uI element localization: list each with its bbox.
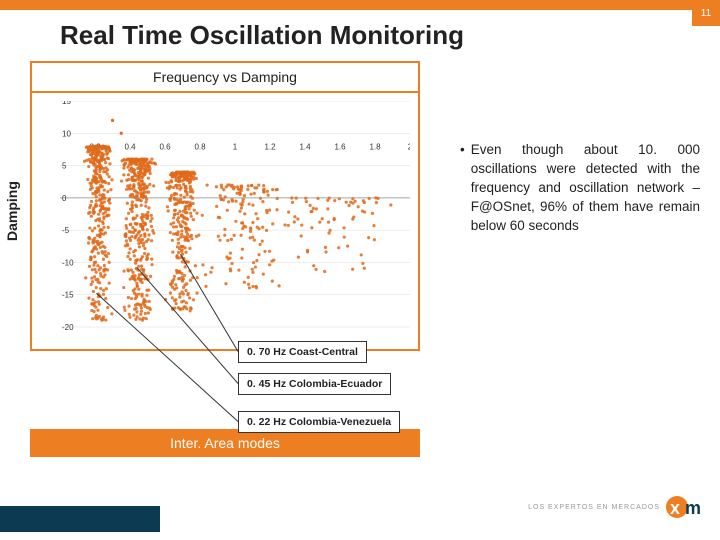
svg-text:0.4: 0.4: [124, 142, 136, 151]
svg-text:0.8: 0.8: [194, 142, 206, 151]
chart-zone: Damping Frequency vs Damping 0.20.40.60.…: [10, 61, 440, 457]
svg-text:0.6: 0.6: [159, 142, 171, 151]
svg-text:10: 10: [62, 129, 71, 138]
svg-text:1.8: 1.8: [369, 142, 381, 151]
svg-text:-10: -10: [62, 258, 74, 267]
svg-text:0: 0: [62, 194, 67, 203]
text-zone: • Even though about 10. 000 oscillations…: [460, 141, 700, 457]
svg-text:-20: -20: [62, 323, 74, 332]
top-orange-bar: [0, 0, 720, 10]
annotation-colombia-ecuador: 0. 45 Hz Colombia-Ecuador: [238, 373, 391, 395]
bottom-navy-bar: [0, 506, 160, 532]
svg-text:1.2: 1.2: [264, 142, 276, 151]
annotation-colombia-venezuela: 0. 22 Hz Colombia-Venezuela: [238, 411, 400, 433]
logo-text: LOS EXPERTOS EN MERCADOS: [528, 504, 660, 511]
svg-text:1.4: 1.4: [299, 142, 311, 151]
svg-text:5: 5: [62, 162, 67, 171]
svg-text:2: 2: [408, 142, 410, 151]
scatter-plot: 0.20.40.60.811.21.41.61.82-20-15-10-5051…: [60, 101, 410, 341]
svg-text:-5: -5: [62, 226, 70, 235]
bullet-item: • Even though about 10. 000 oscillations…: [460, 141, 700, 235]
chart-caption: Inter. Area modes: [30, 429, 420, 457]
bullet-text: Even though about 10. 000 oscillations w…: [471, 141, 700, 235]
content-row: Damping Frequency vs Damping 0.20.40.60.…: [0, 61, 720, 457]
scatter-svg: 0.20.40.60.811.21.41.61.82-20-15-10-5051…: [60, 101, 410, 341]
logo: LOS EXPERTOS EN MERCADOS m x: [528, 492, 702, 522]
svg-text:1: 1: [233, 142, 238, 151]
y-axis-label: Damping: [4, 181, 20, 241]
page-number-badge: 11: [692, 0, 720, 26]
svg-text:-15: -15: [62, 291, 74, 300]
slide-title: Real Time Oscillation Monitoring: [60, 20, 720, 51]
svg-text:15: 15: [62, 101, 71, 106]
xm-logo-icon: m x: [666, 492, 702, 522]
page-number: 11: [701, 8, 711, 19]
svg-text:m: m: [685, 498, 701, 518]
annotation-coast-central: 0. 70 Hz Coast-Central: [238, 341, 367, 363]
svg-text:1.6: 1.6: [334, 142, 346, 151]
chart-title: Frequency vs Damping: [30, 61, 420, 93]
svg-text:x: x: [670, 498, 680, 518]
chart-frame: 0.20.40.60.811.21.41.61.82-20-15-10-5051…: [30, 91, 420, 351]
bullet-dot: •: [460, 141, 465, 235]
